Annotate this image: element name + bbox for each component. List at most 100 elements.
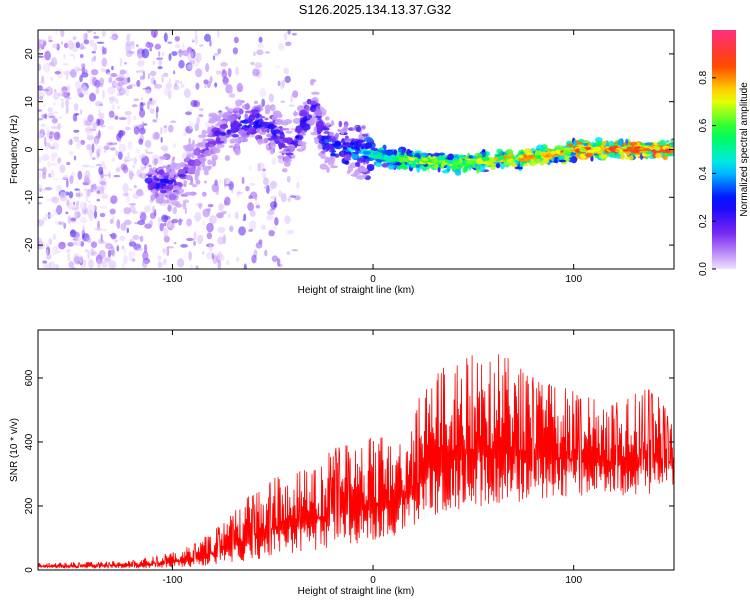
noise-blob [167,204,172,212]
y-tick-label: -10 [24,190,35,205]
noise-blob [141,259,148,268]
ridge-blob [334,132,339,138]
ridge-blob [263,137,269,144]
noise-blob [73,129,80,133]
noise-blob [284,215,291,225]
noise-blob [85,193,89,202]
ridge-blob [528,160,537,167]
noise-blob [87,200,92,203]
ridge-blob [468,155,473,159]
noise-blob [280,100,286,103]
noise-blob [95,87,100,95]
noise-blob [115,150,119,157]
ridge-blob [321,126,327,131]
ridge-blob [281,168,288,173]
noise-blob [111,103,115,111]
ridge-core [518,157,525,162]
noise-blob [261,98,266,107]
ridge-blob [399,164,408,169]
noise-blob [204,33,211,42]
noise-blob [278,190,282,198]
ridge-blob [311,91,320,95]
noise-blob [157,222,160,226]
noise-blob [96,155,99,160]
noise-blob [63,53,66,60]
ridge-blob [267,137,275,141]
noise-blob [133,184,137,189]
noise-blob [44,198,53,202]
noise-blob [85,236,92,243]
noise-blob [195,68,203,78]
noise-blob [41,154,50,162]
noise-blob [160,136,163,143]
ridge-blob [340,129,345,135]
noise-blob [89,149,93,157]
noise-blob [195,265,199,269]
ridge-blob [207,159,212,165]
ridge-blob [147,164,152,168]
noise-blob [117,151,123,160]
noise-blob [85,249,88,253]
ridge-blob [247,118,252,123]
ridge-blob [292,118,301,124]
noise-blob [43,104,46,108]
noise-blob [207,203,214,208]
noise-blob [274,65,280,68]
noise-blob [263,186,268,189]
noise-blob [86,143,93,151]
noise-blob [103,193,109,198]
noise-blob [90,241,98,248]
noise-blob [215,187,220,196]
noise-blob [81,66,86,74]
noise-blob [209,39,212,47]
noise-blob [126,194,130,203]
noise-blob [90,68,99,76]
noise-blob [173,70,176,75]
noise-blob [236,191,243,195]
noise-blob [80,193,84,197]
noise-blob [261,224,267,230]
noise-blob [161,74,164,83]
noise-blob [92,76,98,87]
noise-blob [63,70,72,76]
noise-blob [89,92,97,102]
noise-blob [124,126,132,131]
noise-blob [91,251,98,256]
noise-blob [141,48,150,59]
noise-blob [109,36,117,40]
noise-blob [183,88,191,99]
noise-blob [185,111,193,116]
ridge-core [372,151,380,156]
bottom-panel: -100 0 100 0 200 400 600 Height of straight lin… [9,329,675,597]
noise-blob [76,200,80,206]
noise-blob [65,104,69,115]
noise-blob [82,164,90,168]
noise-blob [245,185,250,192]
noise-blob [157,66,163,70]
ridge-core [453,161,463,166]
noise-blob [227,213,232,219]
noise-blob [70,229,75,235]
ridge-blob [309,78,315,86]
ridge-blob [328,131,335,137]
noise-blob [252,68,260,77]
noise-blob [235,256,240,262]
noise-blob [99,180,107,186]
noise-blob [292,90,299,99]
noise-blob [233,36,239,44]
noise-blob [133,98,139,102]
noise-blob [144,139,152,148]
ridge-blob [158,175,162,180]
ridge-blob [330,120,335,127]
ridge-blob [270,141,276,149]
noise-blob [38,168,45,172]
noise-blob [127,152,130,160]
ridge-blob [544,156,550,164]
ridge-blob [309,106,317,113]
ridge-blob [476,166,480,174]
noise-blob [107,126,115,130]
noise-blob [73,201,76,205]
ridge-blob [153,172,158,177]
noise-blob [38,156,42,164]
noise-blob [93,35,100,39]
